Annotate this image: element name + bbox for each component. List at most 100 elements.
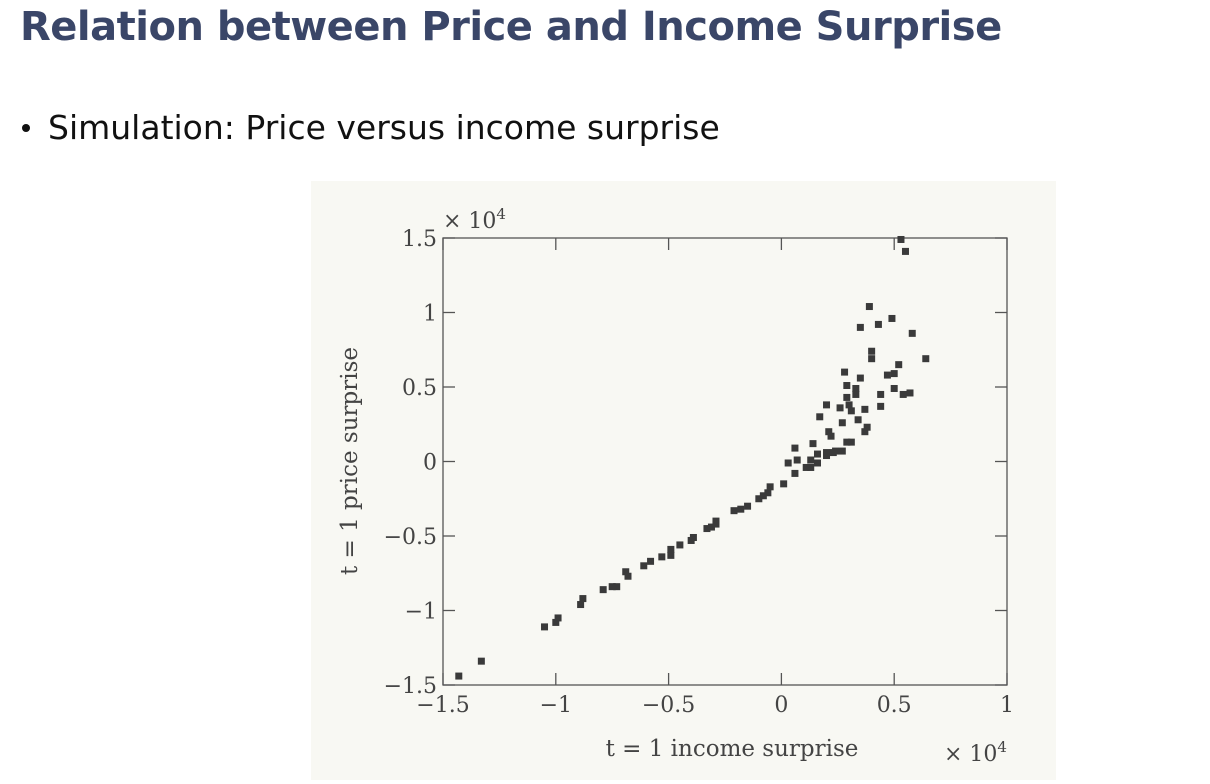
- slide-title: Relation between Price and Income Surpri…: [20, 4, 1002, 50]
- data-point: [856, 374, 864, 382]
- data-point: [843, 438, 851, 446]
- y-scale-label: × 104: [443, 205, 506, 234]
- data-point: [843, 393, 851, 401]
- data-point: [865, 303, 873, 311]
- x-tick-label: −1: [540, 693, 572, 718]
- data-point: [890, 370, 898, 378]
- data-point: [712, 517, 720, 525]
- data-point: [667, 545, 675, 553]
- scatter-chart: −1.5 −1 −0.5 0 0.5 1 −1.5 −1 −0.5 0 0.5 1 1.5 t = 1 …: [337, 205, 1014, 767]
- data-point: [809, 440, 817, 448]
- data-point: [838, 447, 846, 455]
- data-point: [836, 404, 844, 412]
- data-point: [874, 320, 882, 328]
- data-point: [791, 444, 799, 452]
- data-point: [622, 568, 630, 576]
- data-point: [577, 601, 585, 609]
- data-point: [825, 428, 833, 436]
- x-tick-label: −0.5: [642, 693, 695, 718]
- data-point: [845, 401, 853, 409]
- data-point: [883, 371, 891, 379]
- data-point: [613, 583, 621, 591]
- data-point: [807, 456, 815, 464]
- data-point: [667, 551, 675, 559]
- x-tick-label: 1: [1000, 693, 1014, 718]
- x-scale-label: × 104: [944, 738, 1007, 767]
- data-point: [689, 533, 697, 541]
- data-point: [455, 672, 463, 680]
- data-point: [703, 525, 711, 533]
- data-point: [852, 390, 860, 398]
- data-point: [730, 507, 738, 515]
- data-point: [755, 495, 763, 503]
- x-tick-label: 0: [774, 693, 788, 718]
- y-tick-label: −1.5: [384, 674, 437, 699]
- data-point: [827, 432, 835, 440]
- data-point: [847, 438, 855, 446]
- data-point: [816, 413, 824, 421]
- y-axis-label: t = 1 price surprise: [337, 347, 363, 575]
- data-point: [854, 416, 862, 424]
- data-point: [759, 492, 767, 500]
- data-point: [780, 480, 788, 488]
- data-point: [863, 423, 871, 431]
- data-point: [899, 390, 907, 398]
- x-tick-label: −1.5: [416, 693, 469, 718]
- data-point: [838, 419, 846, 427]
- y-tick-label: 0.5: [402, 376, 437, 401]
- data-point: [737, 505, 745, 513]
- data-point: [843, 382, 851, 390]
- data-point: [861, 428, 869, 436]
- data-point: [552, 618, 560, 626]
- data-point: [541, 623, 549, 631]
- data-point: [856, 323, 864, 331]
- data-point: [852, 384, 860, 392]
- y-tick-label: −0.5: [384, 525, 437, 550]
- data-point: [868, 355, 876, 363]
- data-point: [823, 401, 831, 409]
- data-point: [608, 583, 616, 591]
- data-point: [599, 586, 607, 594]
- data-point: [554, 614, 562, 622]
- data-point: [766, 483, 774, 491]
- data-point: [861, 405, 869, 413]
- bullet-dot-icon: [22, 123, 30, 132]
- data-point: [707, 523, 715, 531]
- data-point: [877, 390, 885, 398]
- data-point: [744, 502, 752, 510]
- data-point: [807, 463, 815, 471]
- y-tick-label: 0: [423, 451, 437, 476]
- data-point: [813, 450, 821, 458]
- y-tick-label: 1.5: [402, 227, 437, 252]
- data-point: [784, 459, 792, 467]
- data-point: [841, 368, 849, 376]
- data-point: [658, 553, 666, 561]
- data-point: [802, 463, 810, 471]
- data-points: [455, 235, 930, 680]
- data-point: [647, 557, 655, 565]
- y-tick-label: −1: [405, 600, 437, 625]
- data-point: [477, 657, 485, 665]
- bullet-item: Simulation: Price versus income surprise: [22, 108, 720, 147]
- data-point: [624, 572, 632, 580]
- data-point: [888, 314, 896, 322]
- data-point: [895, 361, 903, 369]
- axes: −1.5 −1 −0.5 0 0.5 1 −1.5 −1 −0.5 0 0.5 1 1.5: [384, 227, 1014, 718]
- data-point: [868, 347, 876, 355]
- data-point: [813, 459, 821, 467]
- data-point: [640, 562, 648, 570]
- data-point: [922, 355, 930, 363]
- data-point: [897, 235, 905, 243]
- data-point: [791, 469, 799, 477]
- data-point: [877, 402, 885, 410]
- data-point: [676, 541, 684, 549]
- data-point: [764, 489, 772, 497]
- x-axis-label: t = 1 income surprise: [606, 736, 859, 762]
- data-point: [901, 247, 909, 255]
- plot-frame: [442, 237, 1008, 686]
- data-point: [579, 595, 587, 603]
- data-point: [908, 329, 916, 337]
- data-point: [793, 456, 801, 464]
- data-point: [890, 384, 898, 392]
- y-tick-label: 1: [423, 302, 437, 327]
